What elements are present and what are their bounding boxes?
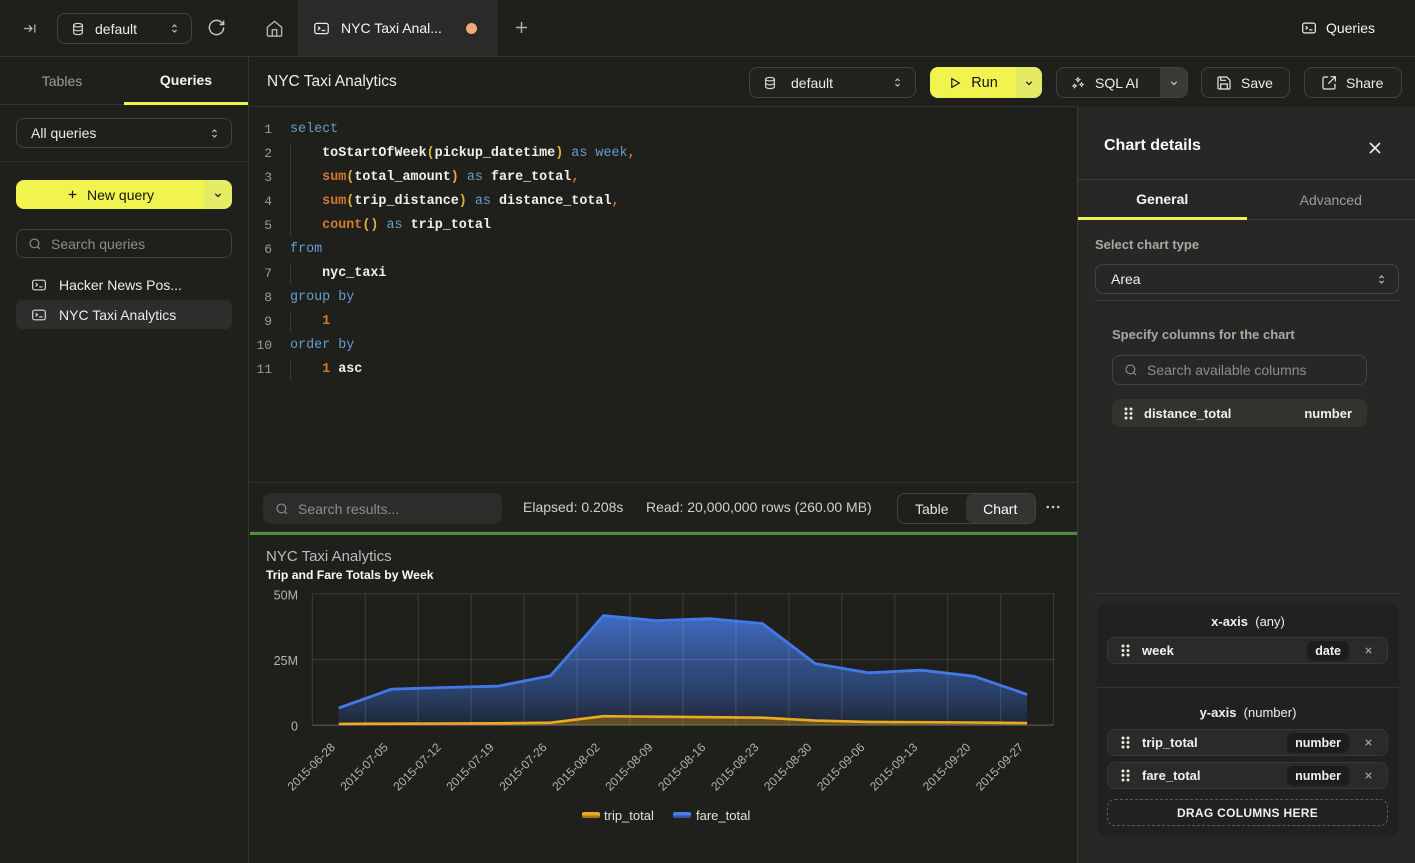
svg-text:2015-07-26: 2015-07-26 [496,740,550,794]
svg-text:2015-09-13: 2015-09-13 [867,740,921,794]
svg-text:2015-07-19: 2015-07-19 [443,740,497,794]
svg-text:50M: 50M [274,589,298,603]
svg-text:2015-08-16: 2015-08-16 [655,740,709,794]
svg-text:2015-08-09: 2015-08-09 [602,740,656,794]
svg-text:25M: 25M [274,654,298,668]
svg-text:2015-09-20: 2015-09-20 [920,740,974,794]
svg-text:2015-08-30: 2015-08-30 [761,740,815,794]
svg-text:0: 0 [291,720,298,734]
svg-text:2015-08-23: 2015-08-23 [708,740,762,794]
svg-text:2015-06-28: 2015-06-28 [285,740,339,794]
svg-text:2015-07-12: 2015-07-12 [391,740,445,794]
svg-text:2015-08-02: 2015-08-02 [549,740,603,794]
svg-text:2015-07-05: 2015-07-05 [338,740,392,794]
svg-text:2015-09-27: 2015-09-27 [973,740,1027,794]
svg-text:2015-09-06: 2015-09-06 [814,740,868,794]
